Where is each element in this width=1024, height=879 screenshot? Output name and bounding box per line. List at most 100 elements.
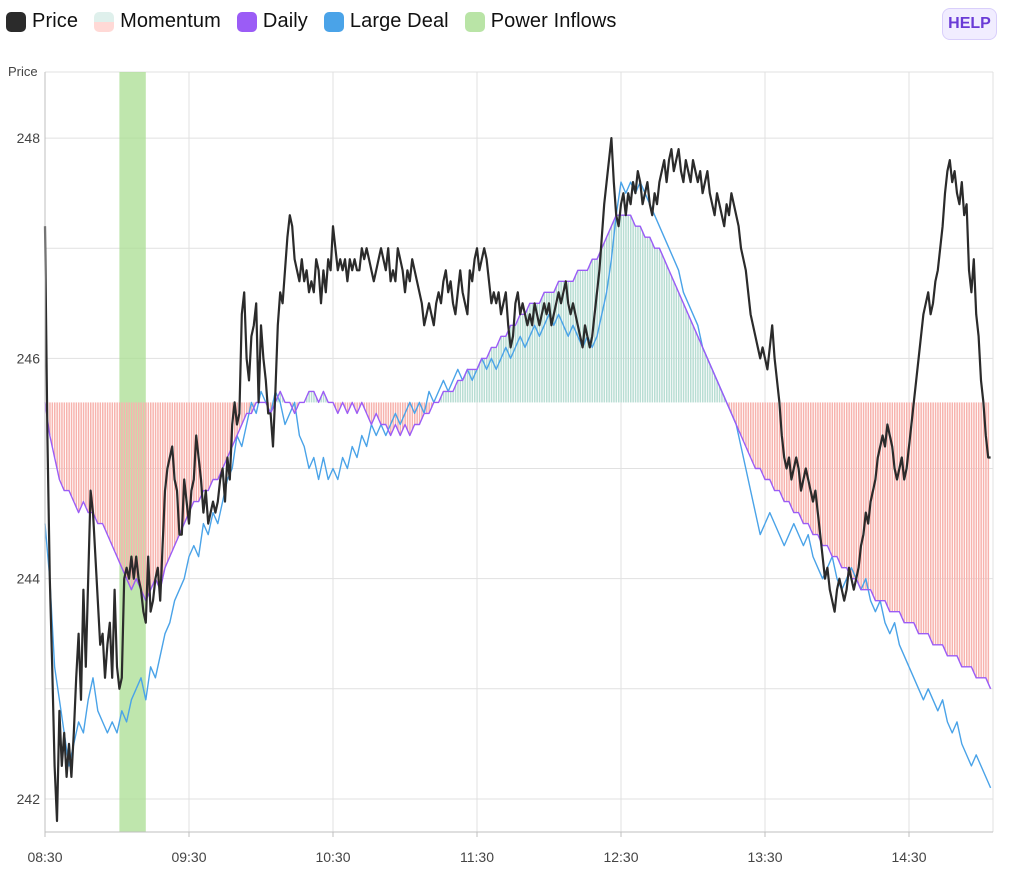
legend-item-price[interactable]: Price xyxy=(6,10,78,33)
momentum-bar-negative xyxy=(90,402,92,513)
legend-label-large-deal: Large Deal xyxy=(349,10,449,32)
momentum-bar-negative xyxy=(874,402,877,601)
momentum-bar-positive xyxy=(474,369,476,403)
momentum-bar-negative xyxy=(958,402,961,662)
momentum-bar-negative xyxy=(831,402,834,557)
chart-legend: Price Momentum Daily Large Deal Power In… xyxy=(6,10,633,33)
momentum-bar-positive xyxy=(279,391,282,403)
momentum-bar-positive xyxy=(654,248,656,403)
momentum-bar-negative xyxy=(85,402,87,508)
legend-label-momentum: Momentum xyxy=(120,10,221,32)
momentum-bar-positive xyxy=(709,363,711,403)
momentum-bar-negative xyxy=(346,402,349,414)
momentum-bar-negative xyxy=(850,402,853,579)
help-button[interactable]: HELP xyxy=(942,8,997,40)
momentum-bar-negative xyxy=(66,402,68,491)
legend-item-power-inflows[interactable]: Power Inflows xyxy=(464,10,617,33)
momentum-bar-negative xyxy=(157,402,159,585)
momentum-bar-negative xyxy=(759,402,762,469)
momentum-bar-negative xyxy=(922,402,925,634)
legend-item-momentum[interactable]: Momentum xyxy=(94,10,221,33)
momentum-bar-positive xyxy=(462,380,464,403)
momentum-bar-negative xyxy=(54,402,56,458)
momentum-bar-negative xyxy=(399,402,402,436)
momentum-bar-negative xyxy=(397,402,399,430)
momentum-bar-positive xyxy=(570,281,572,403)
momentum-bar-negative xyxy=(968,402,970,667)
momentum-bar-positive xyxy=(469,369,471,403)
momentum-bar-positive xyxy=(608,231,610,403)
momentum-bar-negative xyxy=(987,402,990,684)
momentum-bar-negative xyxy=(752,402,754,464)
momentum-bar-negative xyxy=(392,402,394,430)
momentum-bar-negative xyxy=(949,402,951,656)
momentum-bar-negative xyxy=(985,402,987,678)
momentum-bar-negative xyxy=(229,402,231,452)
momentum-bar-negative xyxy=(366,402,368,414)
momentum-bar-negative xyxy=(800,402,802,519)
momentum-bar-positive xyxy=(603,242,606,403)
momentum-bar-negative xyxy=(202,402,205,491)
momentum-bar-negative xyxy=(176,402,178,541)
momentum-bar-negative xyxy=(128,402,130,585)
momentum-bar-negative xyxy=(954,402,956,656)
momentum-bar-negative xyxy=(939,402,942,645)
momentum-bar-positive xyxy=(550,292,553,403)
momentum-bar-negative xyxy=(61,402,63,486)
momentum-bar-negative xyxy=(894,402,896,612)
momentum-bar-negative xyxy=(219,402,222,475)
momentum-bar-positive xyxy=(678,292,680,403)
momentum-bar-negative xyxy=(296,402,298,408)
momentum-bar-negative xyxy=(934,402,937,645)
momentum-bar-negative xyxy=(853,402,855,579)
momentum-bar-negative xyxy=(135,402,138,579)
momentum-bar-negative xyxy=(978,402,980,678)
momentum-bar-negative xyxy=(915,402,918,629)
momentum-bar-negative xyxy=(913,402,915,623)
momentum-bar-positive xyxy=(687,314,690,403)
large-deal-swatch-icon xyxy=(323,11,344,32)
momentum-bar-positive xyxy=(627,215,630,403)
momentum-bar-positive xyxy=(596,259,598,403)
momentum-bar-negative xyxy=(248,402,250,414)
momentum-bar-negative xyxy=(339,402,342,408)
momentum-bar-positive xyxy=(553,292,555,403)
power-inflows-swatch-icon xyxy=(464,11,485,32)
momentum-bar-positive xyxy=(642,231,644,403)
momentum-bar-negative xyxy=(73,402,75,502)
x-tick-label: 11:30 xyxy=(460,849,494,865)
momentum-bar-positive xyxy=(534,303,536,403)
legend-item-large-deal[interactable]: Large Deal xyxy=(323,10,449,33)
momentum-bar-positive xyxy=(495,347,498,403)
momentum-bar-positive xyxy=(711,369,714,403)
momentum-bar-negative xyxy=(932,402,934,645)
momentum-bar-negative xyxy=(793,402,795,513)
momentum-bar-positive xyxy=(685,308,687,403)
x-tick-label: 08:30 xyxy=(27,849,62,865)
momentum-bar-positive xyxy=(637,226,639,403)
momentum-bar-positive xyxy=(514,325,517,403)
momentum-bar-positive xyxy=(706,358,709,403)
momentum-bar-negative xyxy=(368,402,370,419)
momentum-bar-negative xyxy=(114,402,116,552)
momentum-bar-negative xyxy=(973,402,975,673)
momentum-bar-negative xyxy=(145,402,147,601)
momentum-bar-positive xyxy=(555,286,558,403)
momentum-bar-negative xyxy=(106,402,109,535)
momentum-bar-positive xyxy=(560,281,562,403)
momentum-bar-negative xyxy=(738,402,740,430)
momentum-bar-negative xyxy=(930,402,932,640)
chart-axes: Price 242 244 246 248 08:30 09:30 10:30 11:30 12:… xyxy=(8,64,993,865)
momentum-bar-positive xyxy=(718,385,721,403)
momentum-bar-negative xyxy=(829,402,831,552)
series-lines xyxy=(43,137,992,823)
momentum-histogram xyxy=(46,215,990,684)
legend-item-daily[interactable]: Daily xyxy=(236,10,308,33)
momentum-bar-negative xyxy=(241,402,243,425)
momentum-bar-negative xyxy=(102,402,104,524)
momentum-bar-positive xyxy=(675,286,678,403)
momentum-bar-negative xyxy=(733,402,735,419)
momentum-bar-negative xyxy=(862,402,865,590)
momentum-bar-negative xyxy=(901,402,903,618)
